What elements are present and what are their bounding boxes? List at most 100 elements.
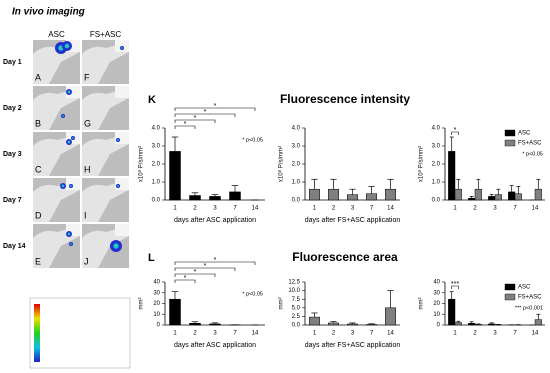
- y-tick-label: 4.0: [152, 126, 161, 132]
- bar: [474, 324, 482, 326]
- y-tick-label: 5.0: [292, 305, 301, 311]
- bar: [385, 307, 396, 326]
- legend-label: FS+ASC: [518, 141, 542, 147]
- bar: [448, 151, 456, 201]
- panel-letter: A: [35, 72, 41, 82]
- image-subject: [82, 226, 129, 268]
- bar: [534, 319, 542, 326]
- y-tick-label: 0.0: [292, 198, 301, 204]
- x-tick-label: 3: [351, 206, 355, 212]
- bar: [309, 316, 320, 326]
- significance-label: *: [454, 127, 457, 134]
- image-subject: [33, 180, 80, 222]
- significance-bracket: [174, 107, 256, 111]
- image-inset: [115, 178, 129, 190]
- x-tick-label: 2: [473, 206, 477, 212]
- y-tick-label: 1.0: [292, 180, 301, 186]
- image-subject: [82, 88, 129, 130]
- significance-bracket: [174, 267, 236, 271]
- bar: [328, 188, 339, 201]
- panel-letter: J: [84, 256, 89, 266]
- bar: [508, 191, 516, 201]
- image-subject: [82, 42, 129, 84]
- image-inset: [115, 132, 129, 144]
- bar: [309, 188, 320, 201]
- x-tick-label: 2: [193, 206, 197, 212]
- x-tick-label: 1: [313, 331, 317, 337]
- y-tick-label: 40: [433, 280, 440, 286]
- x-tick-label: 3: [213, 206, 217, 212]
- y-tick-label: 4.0: [292, 126, 301, 132]
- signal-core: [70, 185, 72, 187]
- bar: [189, 323, 201, 326]
- bar: [169, 298, 181, 326]
- significance-label: *: [214, 103, 217, 110]
- y-tick-label: 3.0: [152, 144, 161, 150]
- row-label: Day 7: [3, 197, 22, 204]
- y-tick-label: 1.0: [152, 180, 161, 186]
- y-axis-label: x10⁸ P/s/mm²: [278, 146, 285, 182]
- legend-label: ASC: [518, 285, 531, 291]
- x-tick-label: 14: [252, 331, 259, 337]
- row-label: Day 1: [3, 59, 22, 66]
- x-tick-label: 7: [513, 331, 517, 337]
- signal-core: [61, 184, 65, 188]
- y-tick-label: 30: [433, 290, 440, 296]
- y-tick-label: 3.0: [292, 144, 301, 150]
- significance-label: *: [184, 121, 187, 128]
- y-tick-label: 10.0: [288, 288, 300, 294]
- x-axis-label: days after FS+ASC application: [305, 342, 401, 349]
- y-tick-label: 10: [433, 312, 440, 318]
- bar: [366, 193, 377, 201]
- legend-swatch: [504, 283, 516, 291]
- bar: [488, 323, 496, 326]
- bar: [468, 323, 476, 326]
- x-tick-label: 1: [313, 206, 317, 212]
- x-tick-label: 3: [351, 331, 355, 337]
- bar: [347, 323, 358, 326]
- legend-label: ASC: [518, 131, 531, 137]
- x-tick-label: 7: [370, 331, 374, 337]
- panel-letter: C: [35, 164, 42, 174]
- y-axis-label: mm²: [419, 298, 425, 310]
- bar: [488, 196, 496, 201]
- signal-core: [121, 47, 123, 49]
- colorbar-box: [29, 297, 131, 369]
- significance-label: *: [184, 275, 187, 282]
- image-subject: [33, 88, 80, 130]
- panel-label: L: [148, 252, 155, 264]
- significance-bracket: [174, 113, 236, 117]
- x-axis-label: days after FS+ASC application: [305, 217, 401, 224]
- significance-bracket: [451, 285, 459, 289]
- significance-bracket: [451, 131, 459, 135]
- x-tick-label: 14: [387, 331, 394, 337]
- section-title: Fluorescence area: [292, 250, 398, 264]
- panel-letter: I: [84, 210, 87, 220]
- row-label: Day 2: [3, 105, 22, 112]
- x-axis-label: days after ASC application: [174, 342, 256, 349]
- signal-core: [67, 232, 71, 236]
- annotation: *** p<0.001: [515, 305, 543, 311]
- bar: [534, 188, 542, 201]
- x-tick-label: 14: [387, 206, 394, 212]
- bar: [347, 194, 358, 201]
- colorbar: [34, 304, 40, 362]
- column-header: ASC: [48, 30, 65, 39]
- image-subject: [82, 180, 129, 222]
- x-tick-label: 1: [453, 206, 457, 212]
- significance-bracket: [174, 279, 196, 283]
- y-tick-label: 10: [153, 312, 160, 318]
- panel-label: K: [148, 94, 156, 106]
- significance-label: ***: [451, 281, 459, 288]
- legend-swatch: [504, 129, 516, 137]
- y-tick-label: 0.0: [432, 198, 441, 204]
- x-tick-label: 2: [473, 331, 477, 337]
- x-tick-label: 7: [513, 206, 517, 212]
- panel-letter: B: [35, 118, 41, 128]
- bar: [454, 322, 462, 326]
- bar: [494, 194, 502, 201]
- y-axis-label: mm²: [139, 298, 145, 310]
- signal-core: [67, 140, 71, 144]
- y-axis-label: mm²: [279, 298, 285, 310]
